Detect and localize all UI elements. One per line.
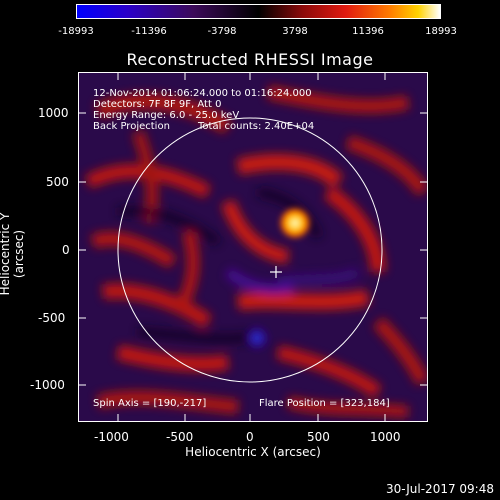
solar-limb-circle <box>117 117 383 383</box>
timestamp: 30-Jul-2017 09:48 <box>385 482 494 496</box>
spin-axis-label: Spin Axis = [190,-217] <box>93 398 207 409</box>
y-tick-label: 500 <box>46 175 69 189</box>
y-tick-label: 0 <box>62 243 70 257</box>
plot-frame <box>78 72 428 422</box>
flare-source <box>278 206 312 240</box>
total-counts-label: Total counts: 2.40E+04 <box>198 121 315 132</box>
x-tick-label: -500 <box>166 430 194 444</box>
axis-ticks <box>78 72 428 422</box>
x-tick-label: 0 <box>246 430 254 444</box>
x-axis-label: Heliocentric X (arcsec) <box>185 445 321 459</box>
colorbar-tick: -11396 <box>131 26 167 37</box>
y-tick-label: -500 <box>38 311 66 325</box>
detectors-label: Detectors: 7F 8F 9F, Att 0 <box>93 99 222 110</box>
y-tick-label: 1000 <box>38 106 69 120</box>
x-tick-label: -1000 <box>94 430 129 444</box>
method-label: Back Projection <box>93 121 170 132</box>
colorbar <box>76 4 441 19</box>
image-map <box>78 72 428 422</box>
negative-source <box>243 324 271 352</box>
spin-axis-cross <box>270 266 282 278</box>
colorbar-tick: 18993 <box>425 26 457 37</box>
colorbar-tick: 11396 <box>352 26 384 37</box>
colorbar-tick: -18993 <box>58 26 94 37</box>
fringe-pattern <box>84 85 428 418</box>
y-axis-label: Heliocentric Y (arcsec) <box>0 213 26 296</box>
rhessi-image-svg <box>78 72 428 422</box>
y-tick-label: -1000 <box>30 378 65 392</box>
image-title: Reconstructed RHESSI Image <box>126 50 374 69</box>
rhessi-image-plot: 12-Nov-2014 01:06:24.000 to 01:16:24.000… <box>78 72 428 422</box>
time-range-label: 12-Nov-2014 01:06:24.000 to 01:16:24.000 <box>93 88 312 99</box>
x-tick-label: 500 <box>307 430 330 444</box>
energy-range-label: Energy Range: 6.0 - 25.0 keV <box>93 110 240 121</box>
flare-position-label: Flare Position = [323,184] <box>259 398 390 409</box>
colorbar-tick: -3798 <box>207 26 237 37</box>
x-tick-label: 1000 <box>370 430 401 444</box>
colorbar-tick: 3798 <box>282 26 308 37</box>
